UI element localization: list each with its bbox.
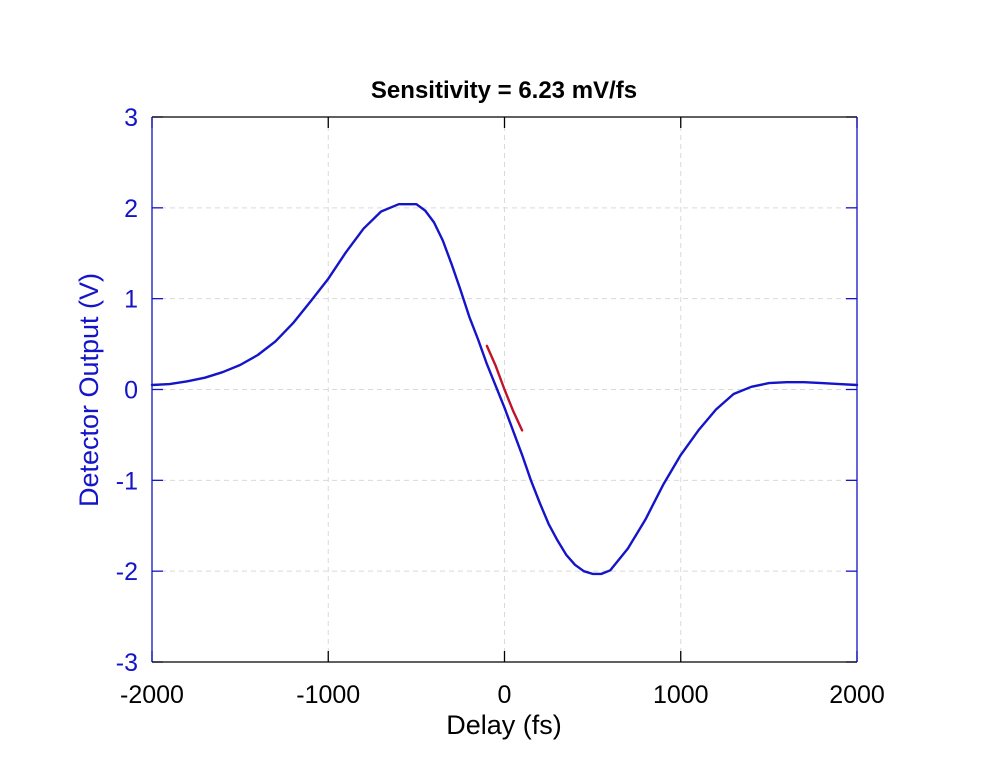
- y-tick-label: 1: [124, 286, 138, 314]
- y-tick-label: 3: [124, 104, 138, 132]
- y-tick-label: 2: [124, 195, 138, 223]
- series-line-highlight: [485, 344, 524, 432]
- chart-title: Sensitivity = 6.23 mV/fs: [371, 77, 637, 104]
- y-tick-label: -2: [116, 558, 138, 586]
- x-tick-label: 0: [498, 681, 512, 709]
- series-line-detector: [150, 202, 859, 576]
- tick-labels: -2000 -1000 0 1000 2000 -3 -2 -1 0 1 2 3: [116, 104, 885, 709]
- plot-frame: [151, 116, 858, 663]
- y-tick-label: 0: [124, 377, 138, 405]
- x-tick-label: -2000: [120, 681, 184, 709]
- x-tick-label: 2000: [829, 681, 885, 709]
- x-tick-label: -1000: [296, 681, 360, 709]
- series-layer: [150, 202, 859, 576]
- y-tick-label: -1: [116, 467, 138, 495]
- x-axis-label: Delay (fs): [446, 710, 562, 740]
- y-tick-label: -3: [116, 649, 138, 677]
- x-tick-label: 1000: [653, 681, 709, 709]
- y-axis-label: Detector Output (V): [74, 273, 104, 507]
